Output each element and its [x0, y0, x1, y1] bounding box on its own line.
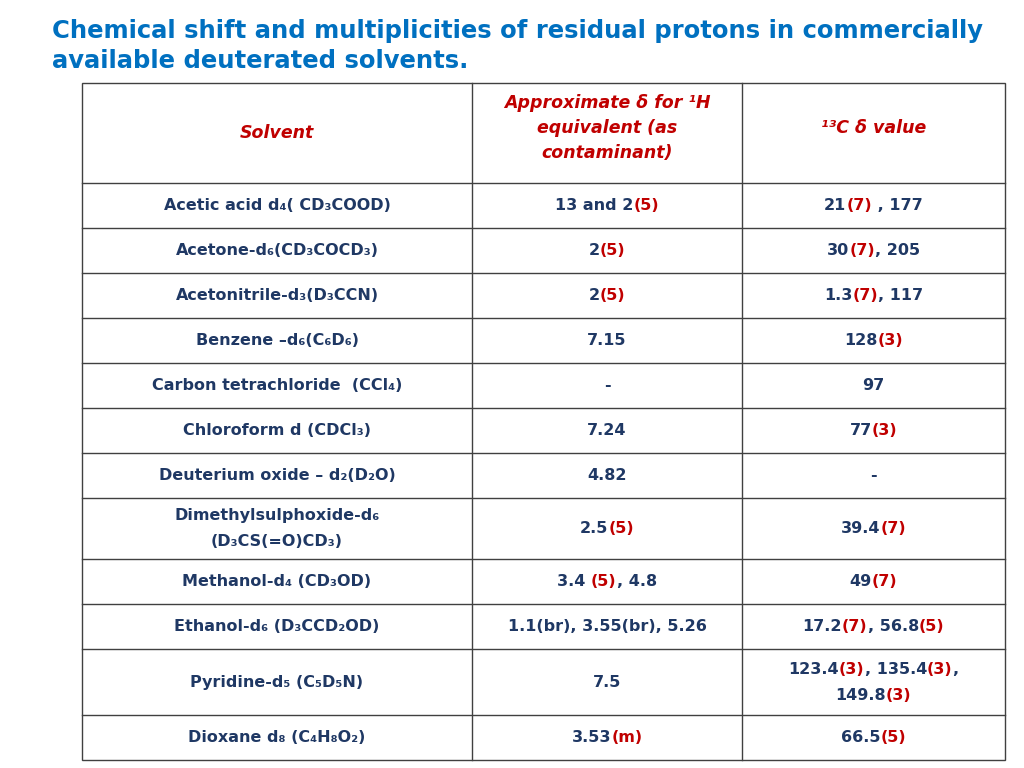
- Text: 17.2: 17.2: [803, 619, 842, 634]
- Text: (7): (7): [849, 243, 874, 258]
- Text: 1.3: 1.3: [824, 288, 852, 303]
- Text: (7): (7): [847, 198, 872, 213]
- Text: available deuterated solvents.: available deuterated solvents.: [52, 49, 468, 73]
- Text: ,: ,: [952, 661, 958, 677]
- Text: Chemical shift and multiplicities of residual protons in commercially: Chemical shift and multiplicities of res…: [52, 19, 983, 43]
- Text: Benzene –d₆(C₆D₆): Benzene –d₆(C₆D₆): [196, 333, 358, 348]
- Text: 7.24: 7.24: [587, 423, 627, 439]
- Text: Solvent: Solvent: [240, 124, 314, 142]
- Text: 149.8: 149.8: [836, 687, 886, 703]
- Text: , 135.4: , 135.4: [864, 661, 927, 677]
- Text: Deuterium oxide – d₂(D₂O): Deuterium oxide – d₂(D₂O): [159, 468, 395, 483]
- Text: ¹³C δ value: ¹³C δ value: [821, 119, 926, 137]
- Text: 13 and 2: 13 and 2: [555, 198, 634, 213]
- Text: (7): (7): [871, 574, 897, 589]
- Text: -: -: [604, 378, 610, 393]
- Text: (5): (5): [919, 619, 944, 634]
- Text: 2.5: 2.5: [580, 521, 608, 536]
- Text: (3): (3): [927, 661, 952, 677]
- Text: , 56.8: , 56.8: [867, 619, 919, 634]
- Text: Pyridine-d₅ (C₅D₅N): Pyridine-d₅ (C₅D₅N): [190, 674, 364, 690]
- Text: (5): (5): [591, 574, 616, 589]
- Text: (3): (3): [878, 333, 903, 348]
- Text: (m): (m): [611, 730, 642, 745]
- Text: (5): (5): [881, 730, 906, 745]
- Text: (7): (7): [881, 521, 906, 536]
- Text: 2: 2: [589, 243, 600, 258]
- Text: 7.15: 7.15: [587, 333, 627, 348]
- Text: Carbon tetrachloride  (CCl₄): Carbon tetrachloride (CCl₄): [152, 378, 402, 393]
- Text: (7): (7): [842, 619, 867, 634]
- Text: 49: 49: [850, 574, 871, 589]
- Text: 3.4: 3.4: [557, 574, 591, 589]
- Text: (3): (3): [839, 661, 864, 677]
- Text: Methanol-d₄ (CD₃OD): Methanol-d₄ (CD₃OD): [182, 574, 372, 589]
- Text: (3): (3): [886, 687, 911, 703]
- Text: Dimethylsulphoxide-d₆: Dimethylsulphoxide-d₆: [174, 508, 380, 523]
- Text: (3): (3): [871, 423, 897, 439]
- Text: 39.4: 39.4: [841, 521, 881, 536]
- Text: 1.1(br), 3.55(br), 5.26: 1.1(br), 3.55(br), 5.26: [508, 619, 707, 634]
- Bar: [82, 83, 1005, 760]
- Text: , 4.8: , 4.8: [616, 574, 656, 589]
- Text: Approximate δ for ¹H
equivalent (as
contaminant): Approximate δ for ¹H equivalent (as cont…: [504, 94, 711, 162]
- Text: 123.4: 123.4: [788, 661, 839, 677]
- Text: (5): (5): [608, 521, 634, 536]
- Text: 66.5: 66.5: [841, 730, 881, 745]
- Text: Ethanol-d₆ (D₃CCD₂OD): Ethanol-d₆ (D₃CCD₂OD): [174, 619, 380, 634]
- Text: (5): (5): [600, 288, 626, 303]
- Text: , 177: , 177: [872, 198, 923, 213]
- Text: 30: 30: [827, 243, 849, 258]
- Text: (5): (5): [600, 243, 626, 258]
- Text: 2: 2: [589, 288, 600, 303]
- Text: 3.53: 3.53: [571, 730, 611, 745]
- Text: 7.5: 7.5: [593, 674, 622, 690]
- Text: Acetonitrile-d₃(D₃CCN): Acetonitrile-d₃(D₃CCN): [175, 288, 379, 303]
- Text: (D₃CS(=O)CD₃): (D₃CS(=O)CD₃): [211, 535, 343, 549]
- Text: 97: 97: [862, 378, 885, 393]
- Text: 128: 128: [844, 333, 878, 348]
- Text: Acetic acid d₄( CD₃COOD): Acetic acid d₄( CD₃COOD): [164, 198, 390, 213]
- Text: Acetone-d₆(CD₃COCD₃): Acetone-d₆(CD₃COCD₃): [175, 243, 379, 258]
- Text: Chloroform d (CDCl₃): Chloroform d (CDCl₃): [183, 423, 371, 439]
- Text: , 117: , 117: [878, 288, 923, 303]
- Text: 77: 77: [850, 423, 871, 439]
- Text: 4.82: 4.82: [587, 468, 627, 483]
- Text: (7): (7): [852, 288, 878, 303]
- Text: , 205: , 205: [874, 243, 920, 258]
- Text: -: -: [870, 468, 877, 483]
- Text: 21: 21: [824, 198, 847, 213]
- Text: (5): (5): [634, 198, 659, 213]
- Text: Dioxane d₈ (C₄H₈O₂): Dioxane d₈ (C₄H₈O₂): [188, 730, 366, 745]
